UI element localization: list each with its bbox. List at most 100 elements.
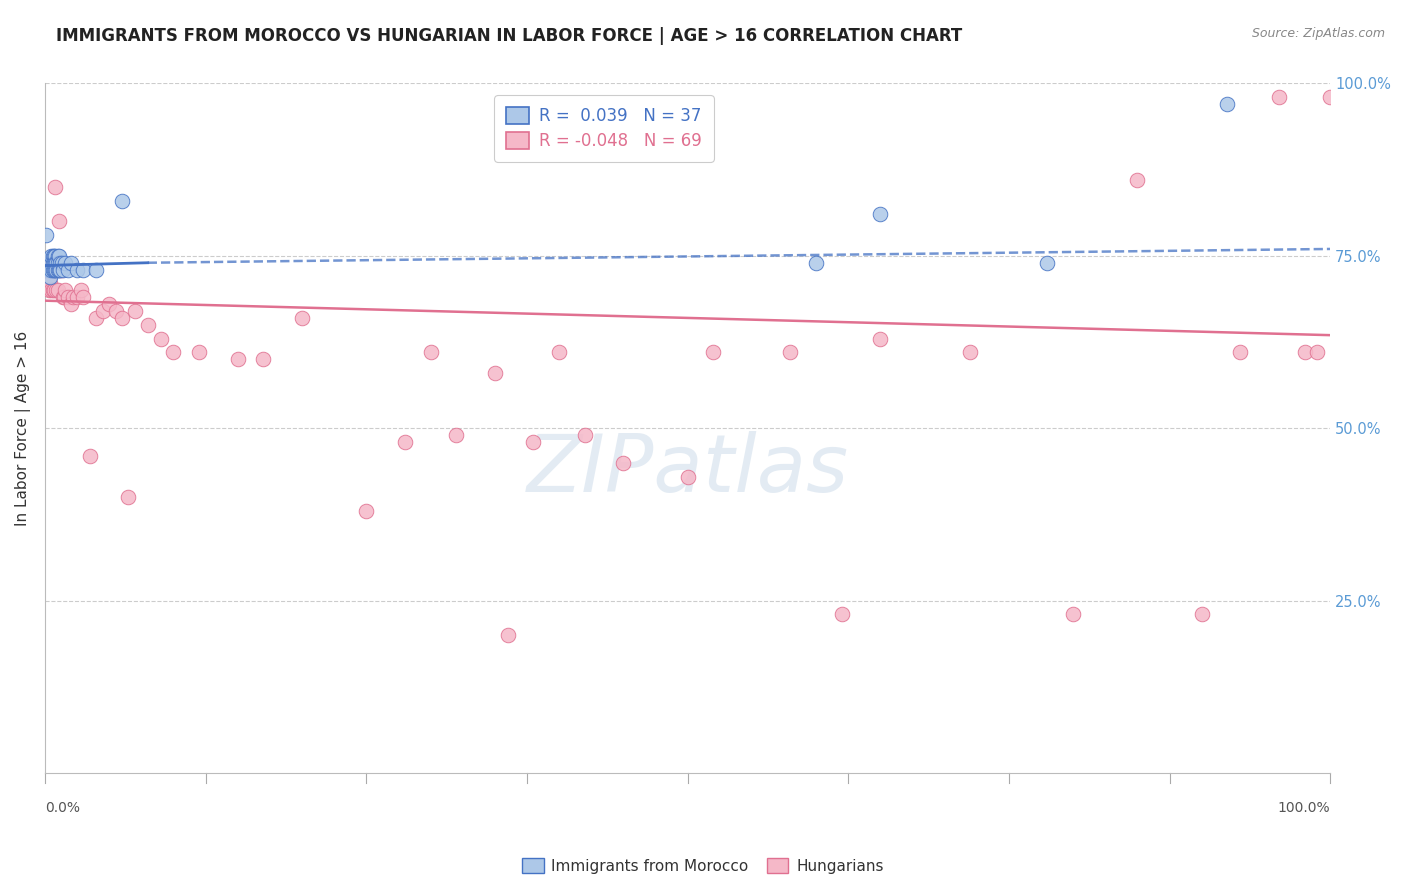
Point xyxy=(62,290,84,304)
Point xyxy=(44,249,66,263)
Point xyxy=(1062,607,1084,622)
Point xyxy=(41,262,63,277)
Point xyxy=(162,345,184,359)
Point xyxy=(66,262,89,277)
Point xyxy=(44,262,66,277)
Point xyxy=(39,256,62,270)
Text: Source: ZipAtlas.com: Source: ZipAtlas.com xyxy=(1251,27,1385,40)
Point xyxy=(42,262,65,277)
Point xyxy=(41,249,63,263)
Point xyxy=(1306,345,1329,359)
Point xyxy=(1191,607,1213,622)
Point xyxy=(49,262,72,277)
Point xyxy=(72,262,94,277)
Point xyxy=(226,352,249,367)
Point xyxy=(38,262,60,277)
Text: IMMIGRANTS FROM MOROCCO VS HUNGARIAN IN LABOR FORCE | AGE > 16 CORRELATION CHART: IMMIGRANTS FROM MOROCCO VS HUNGARIAN IN … xyxy=(56,27,963,45)
Point xyxy=(1319,90,1341,104)
Point xyxy=(39,269,62,284)
Point xyxy=(702,345,724,359)
Legend: Immigrants from Morocco, Hungarians: Immigrants from Morocco, Hungarians xyxy=(516,852,890,880)
Point xyxy=(496,628,519,642)
Point xyxy=(42,249,65,263)
Point xyxy=(522,435,544,450)
Point xyxy=(98,297,121,311)
Point xyxy=(291,310,314,325)
Point xyxy=(48,249,70,263)
Point xyxy=(84,262,107,277)
Point xyxy=(188,345,211,359)
Point xyxy=(51,256,73,270)
Point xyxy=(45,262,67,277)
Point xyxy=(37,262,59,277)
Point xyxy=(1126,173,1149,187)
Point xyxy=(117,490,139,504)
Point xyxy=(394,435,416,450)
Point xyxy=(869,332,891,346)
Point xyxy=(44,256,66,270)
Point xyxy=(1268,90,1291,104)
Point xyxy=(91,304,114,318)
Point xyxy=(38,262,60,277)
Point xyxy=(45,262,67,277)
Point xyxy=(41,283,63,297)
Point xyxy=(46,256,69,270)
Point xyxy=(38,283,60,297)
Text: 100.0%: 100.0% xyxy=(1278,801,1330,814)
Point xyxy=(45,256,67,270)
Point xyxy=(44,262,66,277)
Point xyxy=(111,194,134,208)
Point xyxy=(56,290,79,304)
Point xyxy=(1229,345,1251,359)
Point xyxy=(548,345,571,359)
Point xyxy=(354,504,377,518)
Point xyxy=(39,256,62,270)
Text: 0.0%: 0.0% xyxy=(45,801,80,814)
Point xyxy=(53,290,76,304)
Point xyxy=(51,262,73,277)
Point xyxy=(70,283,93,297)
Point xyxy=(444,428,467,442)
Point xyxy=(1036,256,1059,270)
Point xyxy=(39,262,62,277)
Point xyxy=(484,366,506,380)
Point xyxy=(41,256,63,270)
Point xyxy=(46,249,69,263)
Point xyxy=(49,256,72,270)
Point xyxy=(66,290,89,304)
Point xyxy=(42,256,65,270)
Point xyxy=(149,332,172,346)
Y-axis label: In Labor Force | Age > 16: In Labor Force | Age > 16 xyxy=(15,331,31,526)
Point xyxy=(35,228,58,243)
Point xyxy=(72,290,94,304)
Point xyxy=(104,304,127,318)
Point xyxy=(55,283,77,297)
Point xyxy=(39,277,62,291)
Point xyxy=(419,345,441,359)
Point xyxy=(79,449,101,463)
Point xyxy=(52,262,75,277)
Point xyxy=(41,262,63,277)
Point xyxy=(39,262,62,277)
Point xyxy=(46,283,69,297)
Point xyxy=(39,283,62,297)
Point xyxy=(56,262,79,277)
Point xyxy=(52,290,75,304)
Point xyxy=(831,607,853,622)
Point xyxy=(779,345,801,359)
Point xyxy=(804,256,827,270)
Point xyxy=(1294,345,1316,359)
Point xyxy=(48,262,70,277)
Point xyxy=(55,256,77,270)
Point xyxy=(252,352,274,367)
Point xyxy=(959,345,981,359)
Point xyxy=(35,262,58,277)
Point xyxy=(48,214,70,228)
Point xyxy=(136,318,159,332)
Point xyxy=(869,207,891,221)
Point xyxy=(111,310,134,325)
Point xyxy=(676,469,699,483)
Point xyxy=(46,262,69,277)
Point xyxy=(612,456,634,470)
Point xyxy=(45,283,67,297)
